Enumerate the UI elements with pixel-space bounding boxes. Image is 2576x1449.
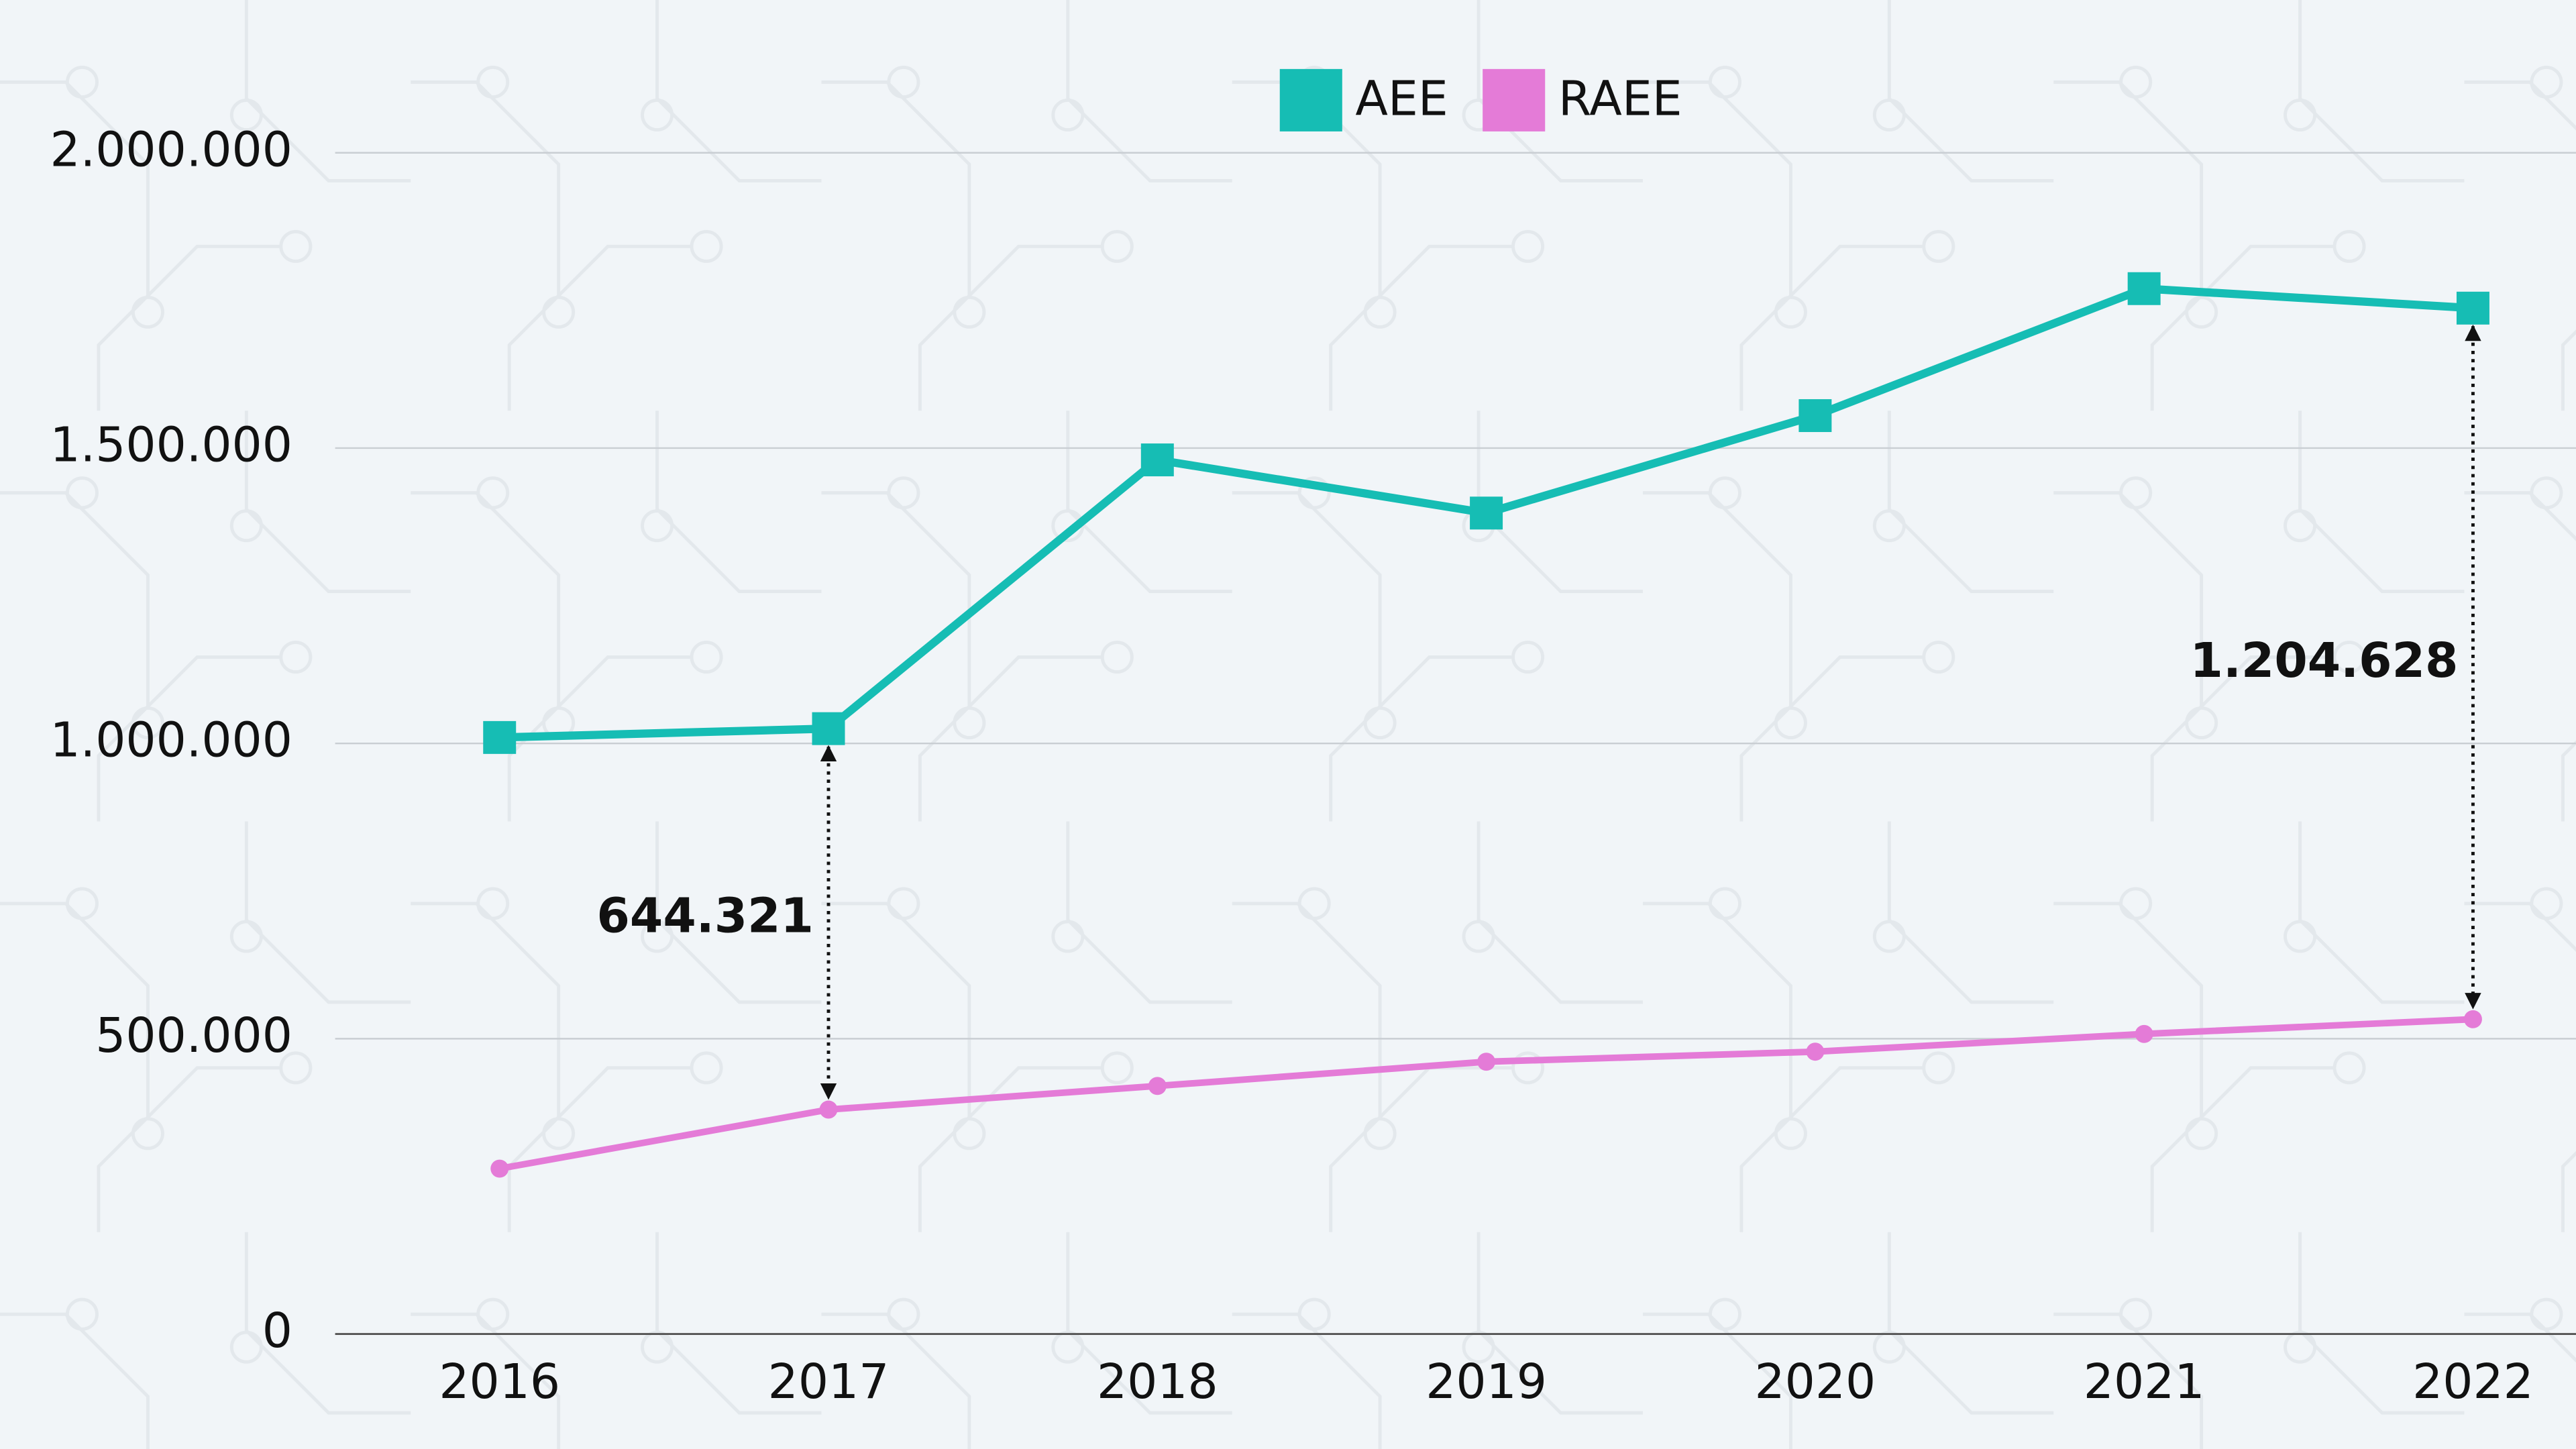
point-marker bbox=[819, 1100, 838, 1119]
point-marker bbox=[483, 720, 517, 754]
legend-label: RAEE bbox=[1558, 70, 1682, 126]
point-marker bbox=[2135, 1024, 2153, 1043]
y-tick-label: 1.500.000 bbox=[50, 417, 292, 472]
point-marker bbox=[1148, 1077, 1167, 1095]
point-marker bbox=[2127, 272, 2161, 305]
x-tick-label: 2022 bbox=[2412, 1354, 2534, 1409]
legend-swatch bbox=[1483, 68, 1546, 131]
x-tick-label: 2017 bbox=[768, 1354, 890, 1409]
point-marker bbox=[2463, 1010, 2482, 1028]
point-marker bbox=[1799, 399, 1832, 433]
legend: AEE RAEE bbox=[1279, 68, 1682, 131]
annotation-label: 1.204.628 bbox=[2190, 633, 2459, 688]
y-tick-label: 1.000.000 bbox=[50, 712, 292, 768]
x-tick-label: 2019 bbox=[1426, 1354, 1547, 1409]
point-marker bbox=[1477, 1053, 1496, 1071]
point-marker bbox=[2456, 291, 2489, 325]
point-marker bbox=[1806, 1042, 1825, 1061]
x-tick-label: 2016 bbox=[439, 1354, 560, 1409]
legend-label: AEE bbox=[1355, 70, 1448, 126]
point-marker bbox=[812, 712, 845, 745]
y-tick-label: 0 bbox=[262, 1303, 292, 1358]
x-tick-label: 2018 bbox=[1097, 1354, 1218, 1409]
x-tick-label: 2021 bbox=[2084, 1354, 2205, 1409]
point-marker bbox=[1140, 443, 1174, 477]
x-tick-label: 2020 bbox=[1755, 1354, 1876, 1409]
point-marker bbox=[490, 1159, 509, 1178]
point-marker bbox=[1470, 496, 1503, 530]
legend-swatch bbox=[1279, 68, 1342, 131]
annotation-label: 644.321 bbox=[597, 888, 814, 944]
y-tick-label: 500.000 bbox=[95, 1008, 292, 1063]
y-tick-label: 2.000.000 bbox=[50, 121, 292, 177]
